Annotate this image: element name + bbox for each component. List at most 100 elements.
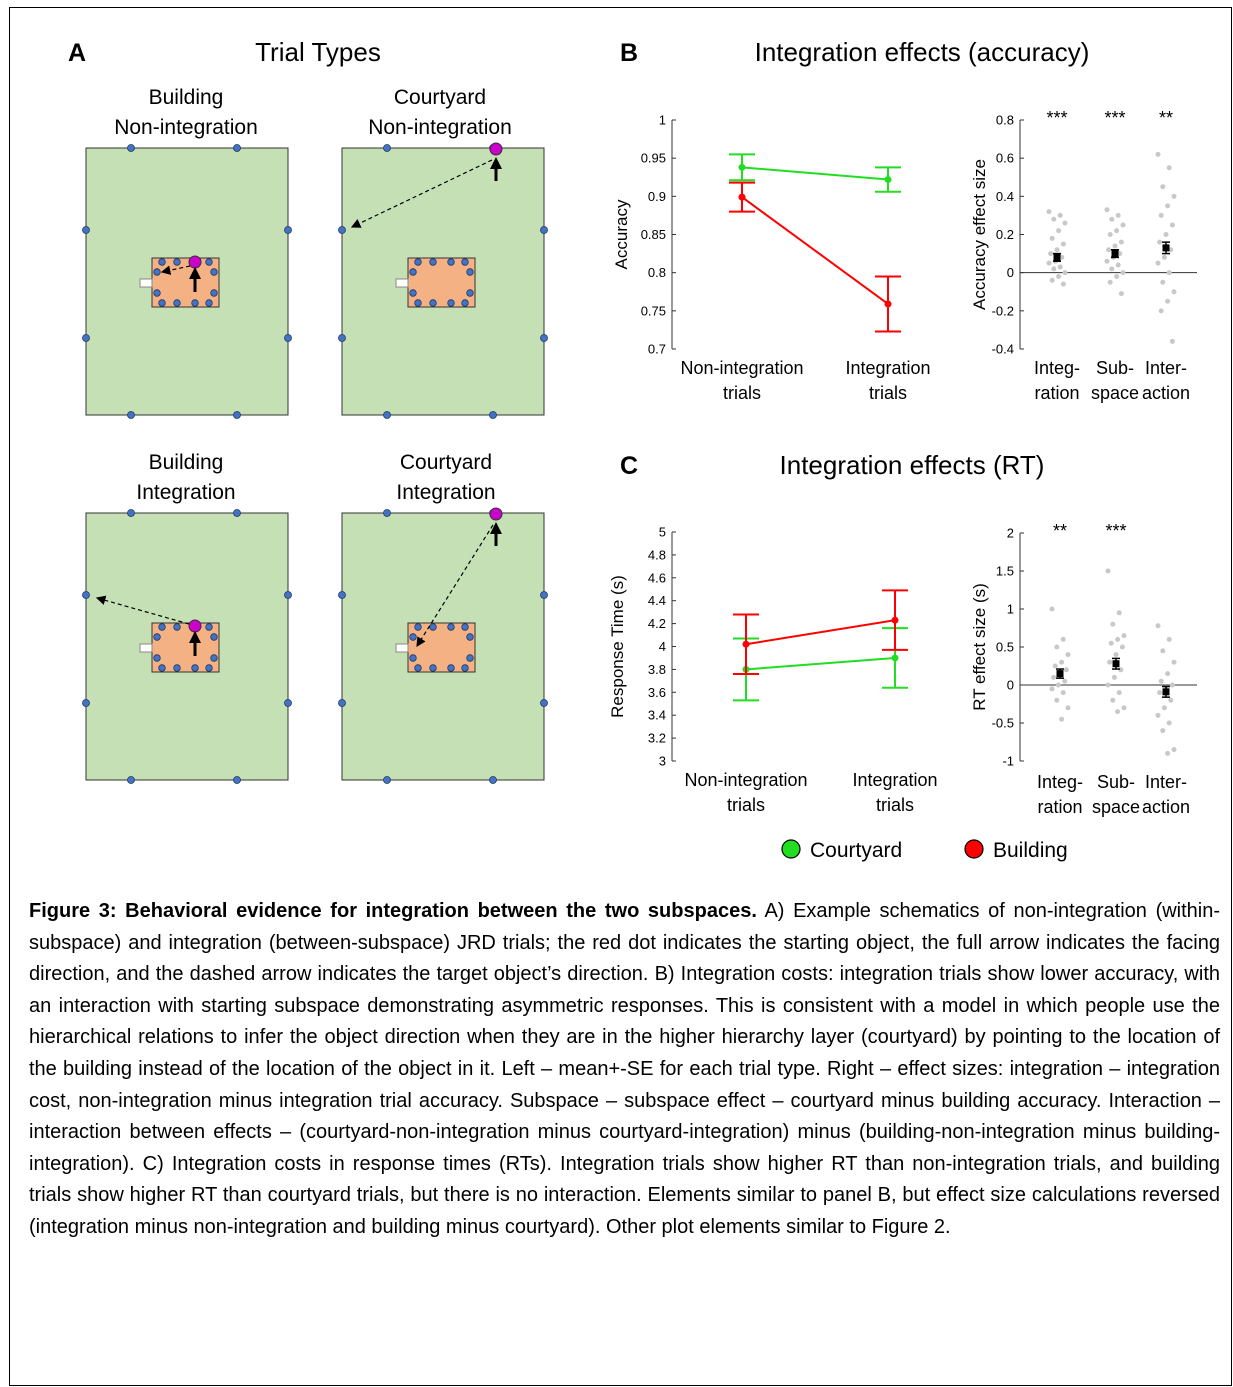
- schematic: Building Non-integration: [82, 86, 292, 419]
- mean-marker: [1053, 253, 1061, 261]
- data-point: [1171, 659, 1177, 665]
- data-point: [1158, 678, 1164, 684]
- data-point: [1105, 568, 1111, 574]
- data-point: [1113, 652, 1119, 658]
- data-point: [1116, 690, 1122, 696]
- point: [884, 176, 892, 184]
- data-point: [1161, 705, 1167, 711]
- data-point: [1049, 277, 1055, 283]
- panel-title: Trial Types: [255, 37, 381, 67]
- data-point: [1158, 212, 1164, 218]
- data-point: [1105, 682, 1111, 688]
- y-axis-label: RT effect size (s): [970, 583, 989, 711]
- schematic-title: Building: [149, 451, 224, 474]
- series-line: [745, 619, 896, 646]
- data-point: [1169, 338, 1175, 344]
- data-point: [1121, 705, 1127, 711]
- data-point: [1160, 728, 1166, 734]
- panel-title: Integration effects (accuracy): [755, 37, 1090, 67]
- data-point: [1118, 667, 1124, 673]
- schematic-title: Non-integration: [368, 116, 512, 139]
- point: [738, 163, 746, 171]
- data-point: [1104, 207, 1110, 213]
- data-point: [1063, 667, 1069, 673]
- x-tick-label: Integ-ration: [1037, 772, 1083, 817]
- data-point: [1048, 251, 1054, 257]
- data-point: [1054, 644, 1060, 650]
- data-point: [1157, 690, 1163, 696]
- schematic-title: Courtyard: [400, 451, 492, 474]
- data-point: [1157, 239, 1163, 245]
- mean-marker: [1162, 244, 1170, 252]
- data-point: [1118, 291, 1124, 297]
- y-tick-label: 5: [659, 525, 666, 540]
- data-point: [1171, 747, 1177, 753]
- data-point: [1155, 151, 1161, 157]
- data-point: [1065, 652, 1071, 658]
- caption: Figure 3: Behavioral evidence for integr…: [29, 896, 1220, 1244]
- panel-label: B: [620, 39, 638, 67]
- data-point: [1062, 678, 1068, 684]
- data-point: [1116, 610, 1122, 616]
- schematic-title: Courtyard: [394, 86, 486, 109]
- data-point: [1106, 247, 1112, 253]
- data-point: [1119, 644, 1125, 650]
- data-point: [1056, 273, 1062, 279]
- data-point: [1054, 247, 1060, 253]
- data-point: [1059, 716, 1065, 722]
- data-point: [1055, 682, 1061, 688]
- point: [738, 193, 746, 201]
- series-line: [741, 166, 889, 181]
- data-point: [1169, 682, 1175, 688]
- schematic-title: Integration: [136, 481, 235, 504]
- data-point: [1059, 254, 1065, 260]
- y-tick-label: 0.6: [996, 151, 1014, 166]
- data-point: [1120, 222, 1126, 228]
- x-tick-label: Sub-space: [1092, 772, 1140, 817]
- data-point: [1060, 281, 1066, 287]
- legend-marker: [964, 839, 984, 859]
- data-point: [1104, 258, 1110, 264]
- data-point: [1115, 709, 1121, 715]
- significance: ***: [1104, 108, 1125, 128]
- data-point: [1161, 254, 1167, 260]
- y-tick-label: 4: [659, 639, 666, 654]
- y-tick-label: 0: [1007, 678, 1014, 693]
- data-point: [1110, 621, 1116, 627]
- point: [742, 640, 750, 648]
- data-point: [1115, 212, 1121, 218]
- data-point: [1166, 270, 1172, 276]
- series-line: [741, 196, 889, 305]
- data-point: [1121, 633, 1127, 639]
- schematic-title: Non-integration: [114, 116, 258, 139]
- y-tick-label: 0.9: [648, 189, 666, 204]
- data-point: [1160, 184, 1166, 190]
- data-point: [1051, 216, 1057, 222]
- significance: **: [1053, 521, 1067, 541]
- y-tick-label: 3.8: [648, 662, 666, 677]
- data-point: [1052, 663, 1058, 669]
- y-tick-label: 3.4: [648, 708, 666, 723]
- significance: ***: [1105, 521, 1126, 541]
- data-point: [1060, 690, 1066, 696]
- x-tick-label: Sub-space: [1091, 358, 1139, 403]
- y-tick-label: -0.4: [992, 342, 1014, 357]
- y-tick-label: 0.95: [641, 151, 666, 166]
- data-point: [1114, 273, 1120, 279]
- panel-label: A: [68, 39, 86, 67]
- data-point: [1165, 298, 1171, 304]
- x-tick-label: Integration trials: [852, 770, 937, 815]
- y-tick-label: -0.2: [992, 303, 1014, 318]
- mean-marker: [1112, 660, 1120, 668]
- data-point: [1049, 686, 1055, 692]
- data-point: [1108, 640, 1114, 646]
- x-tick-label: Inter-action: [1142, 772, 1190, 817]
- y-tick-label: 4.6: [648, 570, 666, 585]
- data-point: [1107, 659, 1113, 665]
- data-point: [1057, 212, 1063, 218]
- panel-label: C: [620, 452, 638, 480]
- data-point: [1155, 623, 1161, 629]
- y-tick-label: 1: [1007, 602, 1014, 617]
